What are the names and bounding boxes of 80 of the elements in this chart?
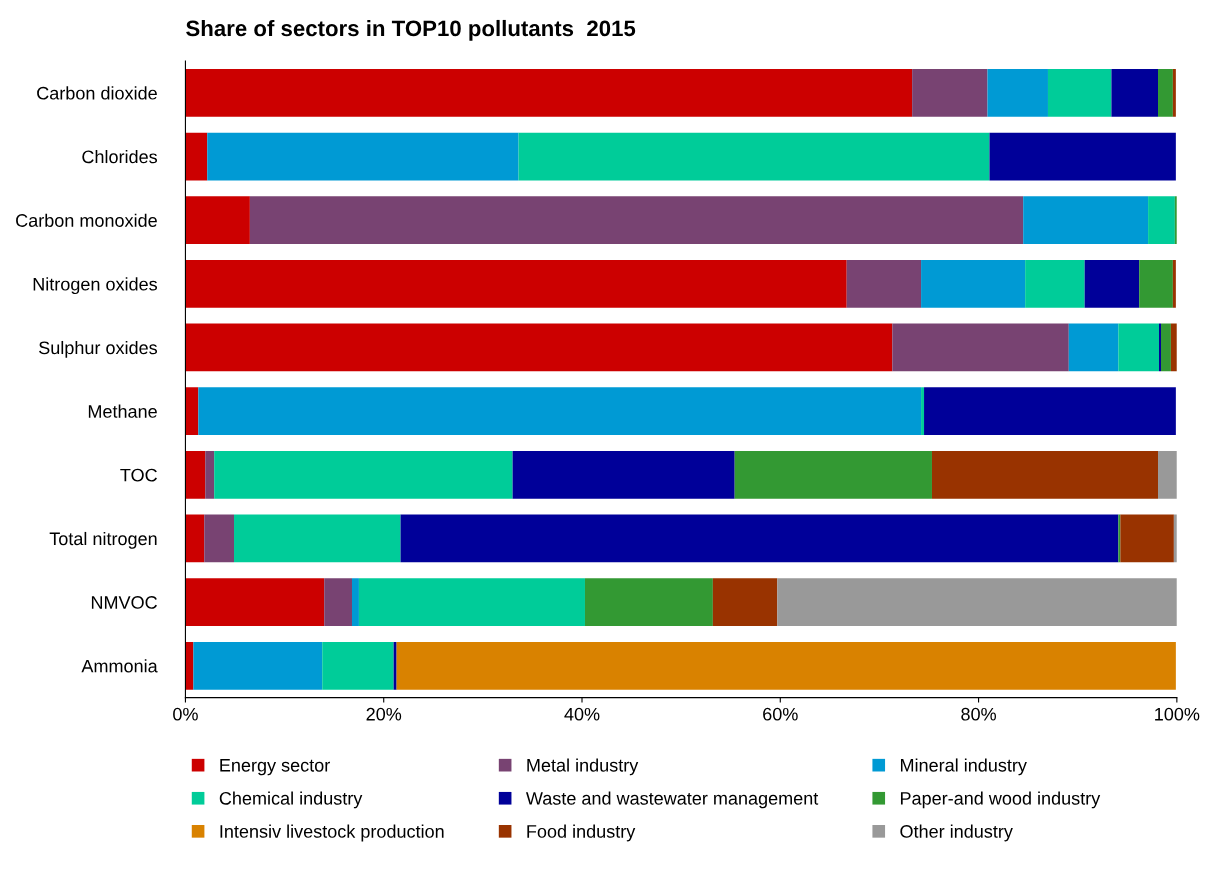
bar (193, 641, 323, 690)
bar (198, 387, 922, 436)
y-tick-label: Methane (88, 404, 157, 418)
x-tick-label: 60% (763, 707, 798, 721)
bar (921, 259, 1026, 308)
bar (1068, 323, 1119, 372)
chart-title: Share of sectors in TOP10 pollutants 2015 (186, 19, 636, 41)
bar (185, 450, 206, 499)
bar (396, 641, 1176, 690)
bar (892, 323, 1069, 372)
bar (249, 196, 1024, 245)
x-tick-label: 40% (564, 707, 600, 721)
bar (921, 387, 925, 436)
bar (1120, 514, 1174, 563)
bar (204, 514, 235, 563)
bar (712, 578, 778, 626)
legend-label: Mineral industry (900, 758, 1027, 776)
bar (1158, 69, 1173, 117)
bar (1047, 69, 1112, 117)
bar (1023, 196, 1149, 245)
y-tick-label: TOC (120, 468, 157, 482)
legend-label: Paper-and wood industry (900, 791, 1101, 809)
bar (1172, 259, 1176, 308)
legend-label: Intensiv livestock production (220, 824, 444, 842)
bar (1172, 69, 1176, 117)
bar (987, 69, 1048, 117)
bar (989, 132, 1176, 181)
y-tick-label: Nitrogen oxides (33, 277, 158, 295)
y-tick-label: Total nitrogen (49, 531, 157, 549)
bar (205, 450, 215, 499)
bar (1118, 323, 1160, 372)
bar (351, 578, 359, 626)
bar (1148, 196, 1175, 245)
y-tick-label: Carbon monoxide (16, 213, 157, 227)
bar (846, 259, 922, 308)
bar (393, 641, 397, 690)
legend-label: Waste and wastewater management (525, 791, 819, 809)
y-tick-label: Ammonia (81, 659, 158, 673)
bar (185, 387, 199, 436)
bar (185, 196, 250, 245)
bar (214, 450, 513, 499)
bar (931, 450, 1159, 499)
bar (185, 259, 847, 308)
x-tick-label: 0% (173, 707, 198, 721)
bar (1160, 323, 1171, 372)
bar (185, 132, 208, 181)
legend-label: Food industry (527, 824, 636, 842)
legend-label: Energy sector (220, 759, 330, 776)
y-tick-label: Chlorides (82, 149, 158, 164)
bar (358, 578, 585, 626)
bar (1084, 259, 1140, 308)
bar (185, 69, 913, 117)
x-tick-label: 100% (1155, 707, 1200, 721)
bar (1158, 450, 1177, 499)
bar (584, 578, 713, 626)
bar (400, 514, 1119, 563)
legend-label: Metal industry (527, 758, 639, 776)
x-tick-label: 80% (961, 707, 996, 721)
y-tick-label: Carbon dioxide (37, 86, 157, 100)
bar (512, 450, 735, 499)
bar (924, 387, 1176, 436)
bar (912, 69, 988, 117)
bar (207, 132, 519, 181)
bar (185, 514, 205, 563)
legend-label: Other industry (900, 824, 1013, 842)
y-tick-label: NMVOC (91, 596, 157, 609)
bar (777, 578, 1177, 626)
legend-label: Chemical industry (219, 791, 363, 809)
bar (185, 323, 893, 372)
bar (518, 132, 990, 181)
bar (734, 450, 932, 499)
bar (234, 514, 401, 563)
bar (1025, 259, 1085, 308)
bar (324, 578, 352, 626)
bar (185, 578, 325, 626)
bar (322, 641, 394, 690)
bar (1139, 259, 1173, 308)
x-tick-label: 20% (366, 707, 402, 721)
bar (1111, 69, 1159, 117)
y-tick-label: Sulphur oxides (39, 340, 158, 358)
